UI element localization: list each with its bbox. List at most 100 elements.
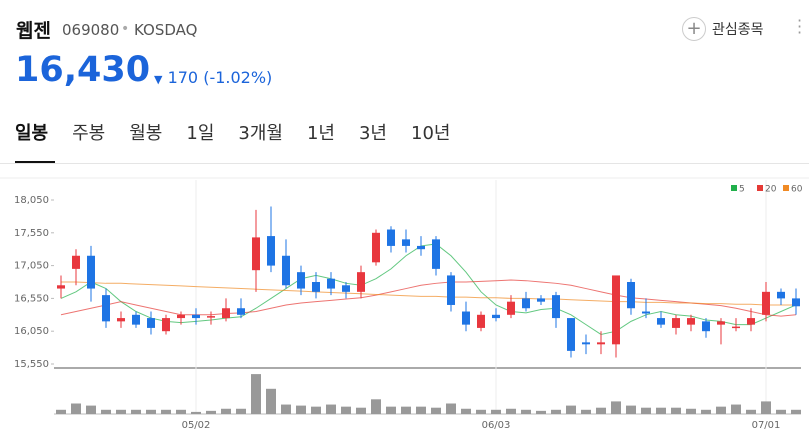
stock-name: 웹젠 xyxy=(16,20,51,42)
more-menu[interactable]: · · · xyxy=(797,11,803,42)
y-tick-label: 18,050 xyxy=(14,195,49,206)
volume-bar xyxy=(656,407,666,414)
moving-average xyxy=(60,243,797,336)
x-tick-label: 06/03 xyxy=(482,420,511,431)
volume-bar xyxy=(581,409,591,414)
candle-body xyxy=(627,282,635,309)
separator: • xyxy=(121,21,130,37)
candle-body xyxy=(87,255,95,289)
period-tab[interactable]: 3개월 xyxy=(238,123,283,144)
candle-body xyxy=(567,318,575,351)
change: ▼ 170 (-1.02%) xyxy=(154,68,273,87)
volume-bar xyxy=(701,409,711,414)
candle-body xyxy=(297,272,305,289)
change-pct: (-1.02%) xyxy=(203,68,273,87)
volume-bar xyxy=(686,408,696,414)
volume-bar xyxy=(551,409,561,414)
volume-bar xyxy=(536,410,546,414)
candle-body xyxy=(57,285,65,289)
period-tab[interactable]: 월봉 xyxy=(129,123,163,144)
volume-bar xyxy=(341,406,351,414)
volume-bar xyxy=(146,409,156,414)
candle-body xyxy=(612,275,620,345)
candle-body xyxy=(582,342,590,345)
volume-bar xyxy=(356,407,366,414)
period-tab[interactable]: 일봉 xyxy=(15,123,49,144)
volume-bar xyxy=(266,388,276,414)
volume-bar xyxy=(71,403,81,414)
period-tab[interactable]: 3년 xyxy=(358,123,387,144)
legend-swatch xyxy=(783,185,789,191)
x-tick-label: 07/01 xyxy=(752,420,781,431)
candle-body xyxy=(762,291,770,315)
period-tab[interactable]: 1일 xyxy=(186,123,215,144)
plus-icon: + xyxy=(682,17,706,41)
volume-bar xyxy=(611,401,621,414)
candle-body xyxy=(72,255,80,269)
candle-body xyxy=(657,318,665,325)
candle-body xyxy=(432,239,440,269)
candle-body xyxy=(387,229,395,246)
candle-body xyxy=(642,311,650,314)
market: KOSDAQ xyxy=(134,21,198,39)
candle-body xyxy=(222,308,230,319)
candle-body xyxy=(552,295,560,319)
candle-body xyxy=(252,237,260,271)
y-tick-label: 16,550 xyxy=(14,293,49,304)
candle-body xyxy=(462,311,470,325)
y-tick-label: 17,050 xyxy=(14,261,49,272)
volume-bar xyxy=(431,407,441,414)
candle-body xyxy=(237,308,245,315)
legend-label: 20 xyxy=(765,185,777,195)
volume-bar xyxy=(791,409,801,414)
candle-body xyxy=(177,314,185,319)
candle-body xyxy=(522,298,530,309)
legend-swatch xyxy=(757,185,763,191)
volume-bar xyxy=(131,409,141,414)
volume-bar xyxy=(221,408,231,414)
candle-body xyxy=(402,239,410,246)
tab-underline xyxy=(15,161,55,163)
volume-bar xyxy=(776,409,786,414)
volume-bar xyxy=(281,404,291,414)
volume-bar xyxy=(251,374,261,414)
candle-body xyxy=(792,298,800,307)
candle-body xyxy=(117,318,125,322)
period-tab[interactable]: 주봉 xyxy=(72,123,106,144)
volume-bar xyxy=(176,409,186,414)
candle-body xyxy=(447,275,455,305)
volume-bar xyxy=(311,406,321,414)
candle-body xyxy=(732,326,740,329)
volume-bar xyxy=(461,408,471,414)
watch-label: 관심종목 xyxy=(712,22,764,38)
volume-bar xyxy=(641,407,651,414)
candle-body xyxy=(702,321,710,332)
stock-code: 069080 xyxy=(62,21,120,39)
moving-average xyxy=(61,281,796,306)
candle-body xyxy=(537,298,545,302)
candle-body xyxy=(597,342,605,345)
candle-body xyxy=(267,236,275,266)
volume-bar xyxy=(716,406,726,414)
volume-bar xyxy=(596,407,606,414)
change-amount: 170 xyxy=(167,68,199,87)
period-tab[interactable]: 1년 xyxy=(306,123,335,144)
period-tab[interactable]: 10년 xyxy=(411,123,451,144)
volume-bar xyxy=(206,410,216,414)
volume-bar xyxy=(491,409,501,414)
candle-body xyxy=(777,291,785,299)
candle-body xyxy=(357,272,365,292)
volume-bar xyxy=(101,409,111,414)
candle-body xyxy=(132,314,140,325)
candle-body xyxy=(372,232,380,263)
watch-button[interactable]: + 관심종목 xyxy=(682,17,764,41)
volume-bar xyxy=(401,406,411,414)
volume-bar xyxy=(761,401,771,414)
volume-bar xyxy=(671,407,681,414)
volume-bar xyxy=(626,405,636,414)
x-tick-label: 05/02 xyxy=(182,420,211,431)
candle-body xyxy=(417,245,425,250)
candle-body xyxy=(672,318,680,328)
volume-bar xyxy=(86,405,96,414)
